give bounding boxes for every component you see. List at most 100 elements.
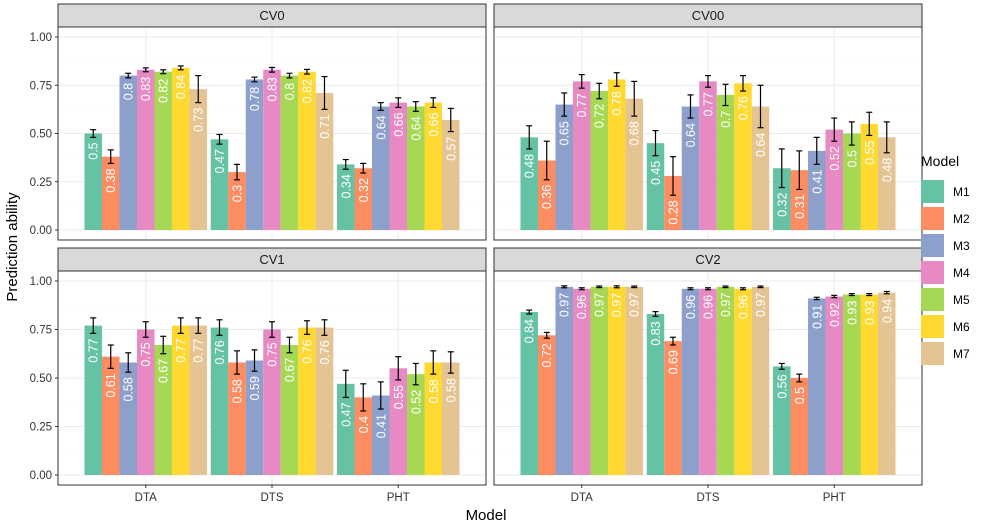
bar-value-label: 0.91: [810, 305, 824, 329]
bar-value-label: 0.82: [301, 79, 315, 103]
bar-value-label: 0.96: [702, 295, 716, 319]
bar-dts-m4: [699, 288, 717, 475]
bar-dts-m3: [245, 360, 264, 475]
bar-dta-m3: [555, 286, 573, 475]
bar-value-label: 0.32: [357, 178, 371, 202]
bar-value-label: 0.84: [523, 319, 537, 343]
bar-value-label: 0.84: [174, 75, 188, 99]
bar-pht-m1: [337, 164, 355, 230]
bar-dta-m7: [625, 286, 643, 475]
bar-dts-m5: [280, 345, 299, 475]
bar-pht-m1: [337, 383, 355, 475]
bar-dts-m3: [681, 288, 700, 475]
bar-value-label: 0.67: [283, 358, 297, 382]
bar-value-label: 0.65: [558, 121, 572, 145]
bar-value-label: 0.52: [409, 390, 423, 414]
bar-value-label: 0.58: [444, 378, 458, 402]
bar-dts-m6: [734, 288, 752, 475]
legend-key-m5: [921, 288, 944, 311]
bar-dts-m6: [298, 71, 316, 231]
bar-value-label: 0.64: [374, 115, 388, 139]
bar-value-label: 0.48: [523, 154, 537, 178]
bar-value-label: 0.75: [139, 342, 153, 366]
bar-value-label: 0.31: [793, 194, 807, 218]
bar-value-label: 0.58: [122, 377, 136, 401]
bar-dta-m2: [537, 160, 556, 230]
bar-value-label: 0.72: [540, 343, 554, 367]
bar-pht-m7: [442, 119, 460, 230]
bar-pht-m1: [773, 168, 791, 230]
bar-pht-m6: [860, 294, 879, 475]
bar-pht-m3: [372, 106, 390, 230]
bar-value-label: 0.97: [628, 293, 642, 317]
bar-dta-m3: [555, 104, 573, 230]
bar-value-label: 0.82: [157, 79, 171, 103]
bar-value-label: 0.96: [684, 295, 698, 319]
bar-pht-m2: [354, 397, 373, 475]
bar-pht-m7: [878, 137, 896, 230]
bar-dts-m7: [751, 106, 770, 230]
bar-dts-m1: [646, 313, 665, 475]
bar-pht-m2: [790, 378, 809, 475]
bar-dts-m2: [228, 362, 246, 475]
bar-dta-m1: [520, 137, 538, 230]
legend-key-m7: [921, 342, 944, 365]
legend-label-m3: M3: [953, 239, 970, 253]
legend-key-m2: [921, 207, 944, 230]
strip-title: CV00: [692, 8, 725, 23]
bar-value-label: 0.83: [649, 321, 663, 345]
bar-value-label: 0.64: [754, 133, 768, 157]
bar-value-label: 0.3: [231, 185, 245, 202]
y-axis-title: Prediction ability: [4, 192, 21, 302]
bar-dta-m4: [572, 81, 591, 230]
y-tick-label: 1.00: [30, 32, 52, 44]
panel-border: [493, 26, 923, 241]
legend-key-m6: [921, 315, 944, 338]
bar-value-label: 0.83: [266, 77, 280, 101]
bar-value-label: 0.96: [575, 295, 589, 319]
bar-value-label: 0.73: [192, 108, 206, 132]
bar-value-label: 0.64: [409, 116, 423, 140]
bar-value-label: 0.78: [610, 91, 624, 115]
panel-border: [57, 270, 487, 486]
bar-value-label: 0.38: [104, 168, 118, 192]
bar-pht-m6: [860, 123, 879, 230]
bar-pht-m2: [790, 170, 809, 230]
bar-value-label: 0.55: [863, 140, 877, 164]
legend-label-m2: M2: [953, 212, 970, 226]
strip-title: CV1: [259, 252, 284, 267]
bar-value-label: 0.77: [575, 93, 589, 117]
bar-value-label: 0.32: [775, 193, 789, 217]
bar-dta-m1: [84, 133, 102, 230]
bar-value-label: 0.47: [339, 402, 353, 426]
panel-cv0: CV00.000.250.500.751.000.50.380.8 0.83 0.8…: [30, 3, 487, 241]
bar-dts-m5: [716, 286, 735, 475]
bar-value-label: 0.97: [610, 293, 624, 317]
legend-label-m6: M6: [953, 320, 970, 334]
bar-dta-m4: [136, 69, 155, 230]
bar-value-label: 0.66: [427, 112, 441, 136]
bar-value-label: 0.76: [737, 96, 751, 120]
bar-dta-m3: [119, 362, 137, 475]
bar-dta-m6: [171, 67, 190, 230]
bar-pht-m4: [389, 102, 408, 230]
bar-dts-m3: [245, 79, 264, 231]
bar-value-label: 0.75: [266, 342, 280, 366]
bar-value-label: 0.77: [702, 92, 716, 116]
bar-value-label: 0.94: [880, 299, 894, 323]
y-tick-label: 0.50: [30, 373, 52, 385]
bar-value-label: 0.83: [139, 77, 153, 101]
bar-pht-m5: [843, 133, 861, 230]
bar-dta-m2: [537, 335, 556, 475]
bar-dta-m3: [119, 75, 137, 230]
bar-dta-m2: [101, 156, 120, 230]
bar-pht-m3: [808, 150, 826, 230]
bar-dts-m1: [210, 139, 229, 230]
bar-value-label: 0.7: [719, 110, 733, 127]
bar-dts-m7: [315, 327, 334, 475]
bar-value-label: 0.93: [863, 301, 877, 325]
